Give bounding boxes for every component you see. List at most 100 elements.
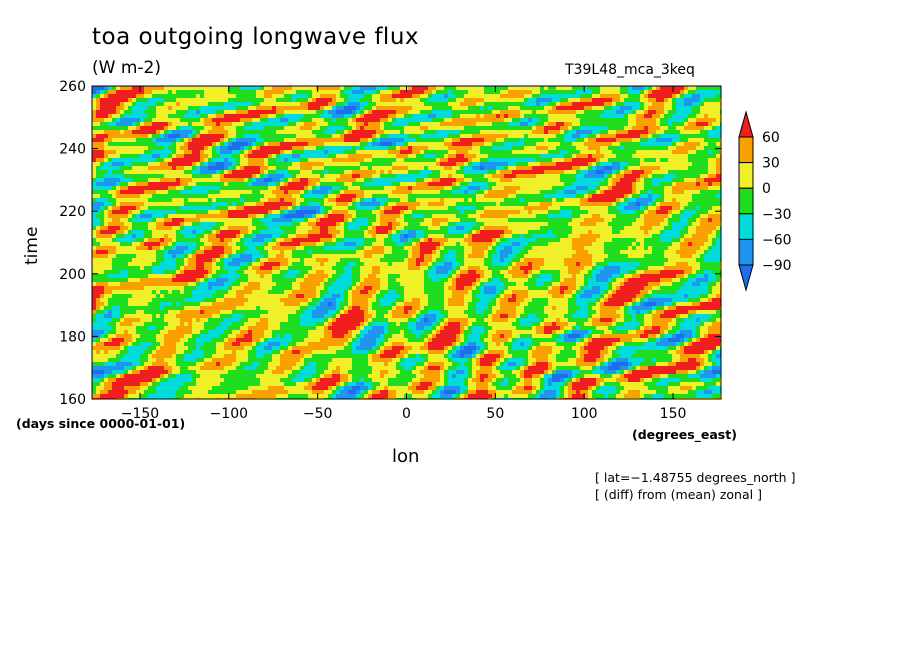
heatmap-cell: [560, 114, 564, 118]
heatmap-cell: [604, 202, 608, 206]
heatmap-cell: [204, 94, 208, 98]
heatmap-cell: [692, 86, 696, 90]
heatmap-cell: [96, 174, 100, 178]
heatmap-cell: [460, 190, 464, 194]
heatmap-cell: [452, 206, 456, 210]
heatmap-cell: [608, 146, 612, 150]
heatmap-cell: [236, 134, 240, 138]
heatmap-cell: [292, 134, 296, 138]
heatmap-cell: [208, 114, 212, 118]
heatmap-cell: [116, 198, 120, 202]
heatmap-cell: [484, 98, 488, 102]
heatmap-cell: [384, 186, 388, 190]
heatmap-cell: [296, 130, 300, 134]
heatmap-cell: [132, 182, 136, 186]
heatmap-cell: [680, 90, 684, 94]
heatmap-cell: [420, 122, 424, 126]
heatmap-cell: [476, 178, 480, 182]
heatmap-cell: [200, 90, 204, 94]
heatmap-cell: [476, 138, 480, 142]
heatmap-cell: [316, 110, 320, 114]
heatmap-cell: [556, 154, 560, 158]
heatmap-cell: [420, 146, 424, 150]
heatmap-cell: [664, 202, 668, 206]
heatmap-cell: [124, 158, 128, 162]
heatmap-cell: [692, 106, 696, 110]
heatmap-cell: [204, 118, 208, 122]
heatmap-cell: [376, 162, 380, 166]
heatmap-cell: [384, 106, 388, 110]
heatmap-cell: [372, 110, 376, 114]
heatmap-cell: [160, 86, 164, 90]
heatmap-cell: [328, 182, 332, 186]
heatmap-cell: [416, 102, 420, 106]
heatmap-cell: [680, 170, 684, 174]
heatmap-cell: [712, 110, 716, 114]
heatmap-cell: [672, 186, 676, 190]
heatmap-cell: [356, 118, 360, 122]
heatmap-cell: [184, 194, 188, 198]
heatmap-cell: [448, 94, 452, 98]
heatmap-cell: [488, 206, 492, 210]
heatmap-cell: [320, 190, 324, 194]
heatmap-cell: [300, 114, 304, 118]
heatmap-cell: [636, 150, 640, 154]
heatmap-cell: [608, 126, 612, 130]
heatmap-cell: [300, 118, 304, 122]
heatmap-cell: [464, 182, 468, 186]
heatmap-cell: [716, 126, 720, 130]
heatmap-cell: [136, 86, 140, 90]
heatmap-cell: [220, 122, 224, 126]
heatmap-cell: [120, 98, 124, 102]
heatmap-cell: [692, 174, 696, 178]
heatmap-cell: [572, 206, 576, 210]
heatmap-cell: [488, 158, 492, 162]
heatmap-cell: [236, 190, 240, 194]
heatmap-cell: [584, 202, 588, 206]
heatmap-cell: [268, 134, 272, 138]
heatmap-cell: [240, 106, 244, 110]
heatmap-cell: [584, 186, 588, 190]
heatmap-cell: [420, 162, 424, 166]
heatmap-cell: [500, 110, 504, 114]
heatmap-cell: [276, 110, 280, 114]
heatmap-cell: [156, 162, 160, 166]
heatmap-cell: [388, 182, 392, 186]
heatmap-cell: [252, 110, 256, 114]
heatmap-cell: [432, 154, 436, 158]
heatmap-cell: [460, 174, 464, 178]
heatmap-cell: [556, 198, 560, 202]
heatmap-cell: [640, 138, 644, 142]
heatmap-cell: [364, 150, 368, 154]
heatmap-cell: [700, 170, 704, 174]
heatmap-cell: [696, 142, 700, 146]
heatmap-cell: [672, 170, 676, 174]
heatmap-cell: [176, 94, 180, 98]
heatmap-cell: [128, 154, 132, 158]
heatmap-cell: [532, 158, 536, 162]
heatmap-cell: [632, 118, 636, 122]
heatmap-cell: [548, 186, 552, 190]
heatmap-cell: [632, 182, 636, 186]
heatmap-cell: [324, 154, 328, 158]
heatmap-cell: [684, 134, 688, 138]
heatmap-cell: [504, 178, 508, 182]
heatmap-cell: [396, 154, 400, 158]
heatmap-cell: [648, 170, 652, 174]
heatmap-cell: [112, 210, 116, 214]
heatmap-cell: [300, 186, 304, 190]
heatmap-cell: [104, 134, 108, 138]
heatmap-cell: [480, 194, 484, 198]
heatmap-cell: [460, 106, 464, 110]
heatmap-cell: [276, 102, 280, 106]
heatmap-cell: [436, 142, 440, 146]
heatmap-cell: [212, 98, 216, 102]
heatmap-cell: [440, 138, 444, 142]
heatmap-cell: [284, 190, 288, 194]
heatmap-cell: [344, 166, 348, 170]
heatmap-cell: [404, 182, 408, 186]
heatmap-cell: [632, 146, 636, 150]
heatmap-cell: [364, 94, 368, 98]
heatmap-cell: [648, 146, 652, 150]
heatmap-cell: [212, 106, 216, 110]
